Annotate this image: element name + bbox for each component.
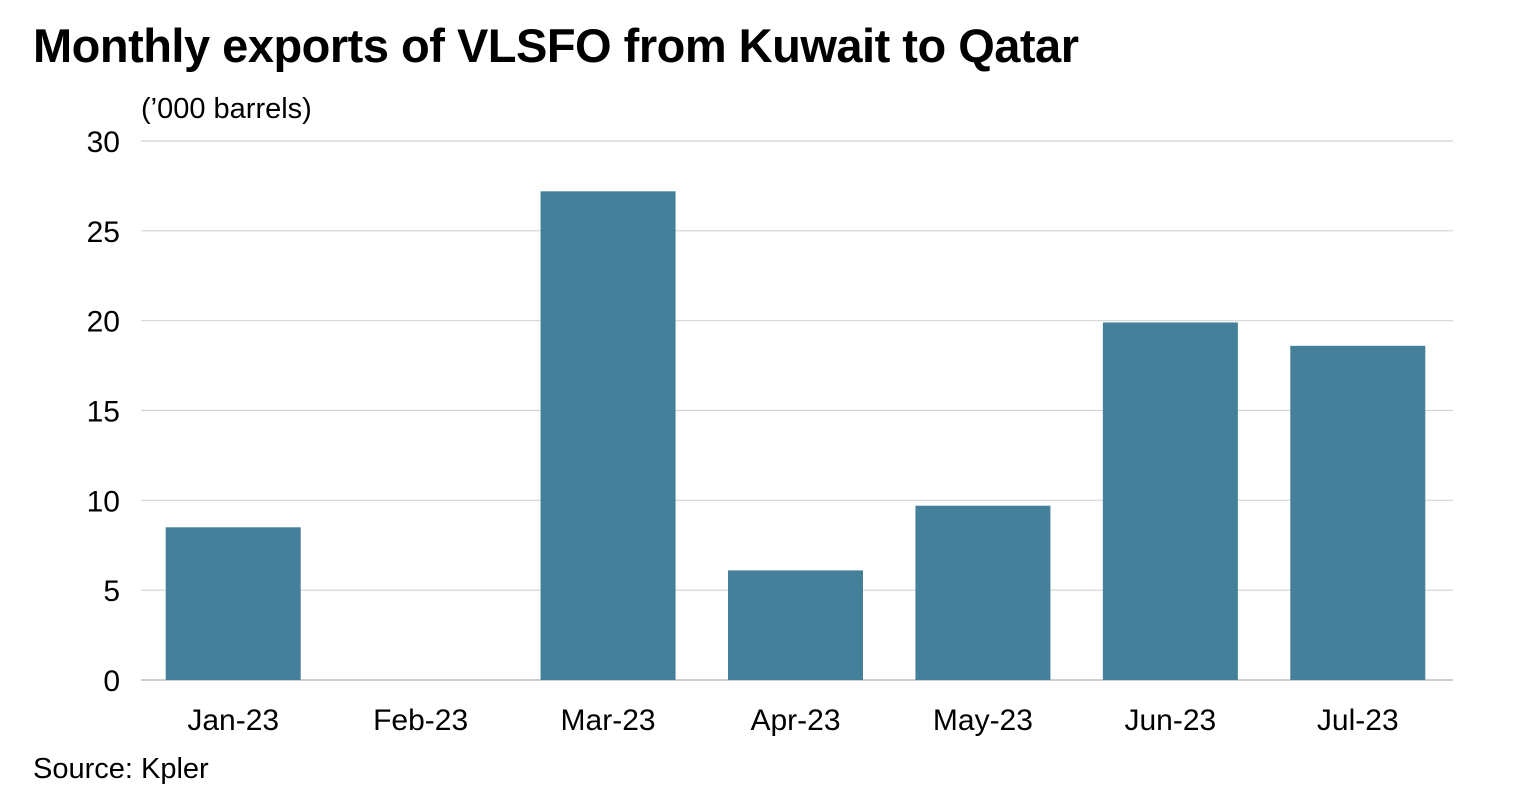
- source-note: Source: Kpler: [33, 753, 209, 785]
- bars: [165, 191, 1426, 680]
- y-tick-label: 10: [87, 485, 120, 518]
- x-tick-label: Jul-23: [1317, 704, 1399, 737]
- bar: [728, 570, 863, 680]
- x-tick-label: Jun-23: [1124, 704, 1216, 737]
- y-axis-ticks: 0 5 10 15 20 25 30: [87, 126, 120, 698]
- bar: [540, 191, 676, 680]
- y-tick-label: 30: [87, 126, 120, 159]
- x-axis-ticks: Jan-23 Feb-23 Mar-23 Apr-23 May-23 Jun-23 Jul-…: [187, 704, 1398, 737]
- chart-title: Monthly exports of VLSFO from Kuwait to …: [33, 19, 1079, 72]
- y-axis-unit-label: (’000 barrels): [141, 93, 312, 125]
- y-tick-label: 25: [87, 216, 120, 249]
- bar: [915, 505, 1051, 680]
- bar: [165, 527, 301, 680]
- y-tick-label: 15: [87, 396, 120, 429]
- y-tick-label: 0: [103, 665, 120, 698]
- bar: [1102, 322, 1238, 680]
- x-tick-label: May-23: [933, 704, 1033, 737]
- x-tick-label: Mar-23: [561, 704, 656, 737]
- bar: [1290, 345, 1426, 680]
- y-tick-label: 5: [103, 575, 120, 608]
- y-tick-label: 20: [87, 306, 120, 339]
- x-tick-label: Jan-23: [187, 704, 279, 737]
- x-tick-label: Feb-23: [373, 704, 468, 737]
- x-tick-label: Apr-23: [750, 704, 840, 737]
